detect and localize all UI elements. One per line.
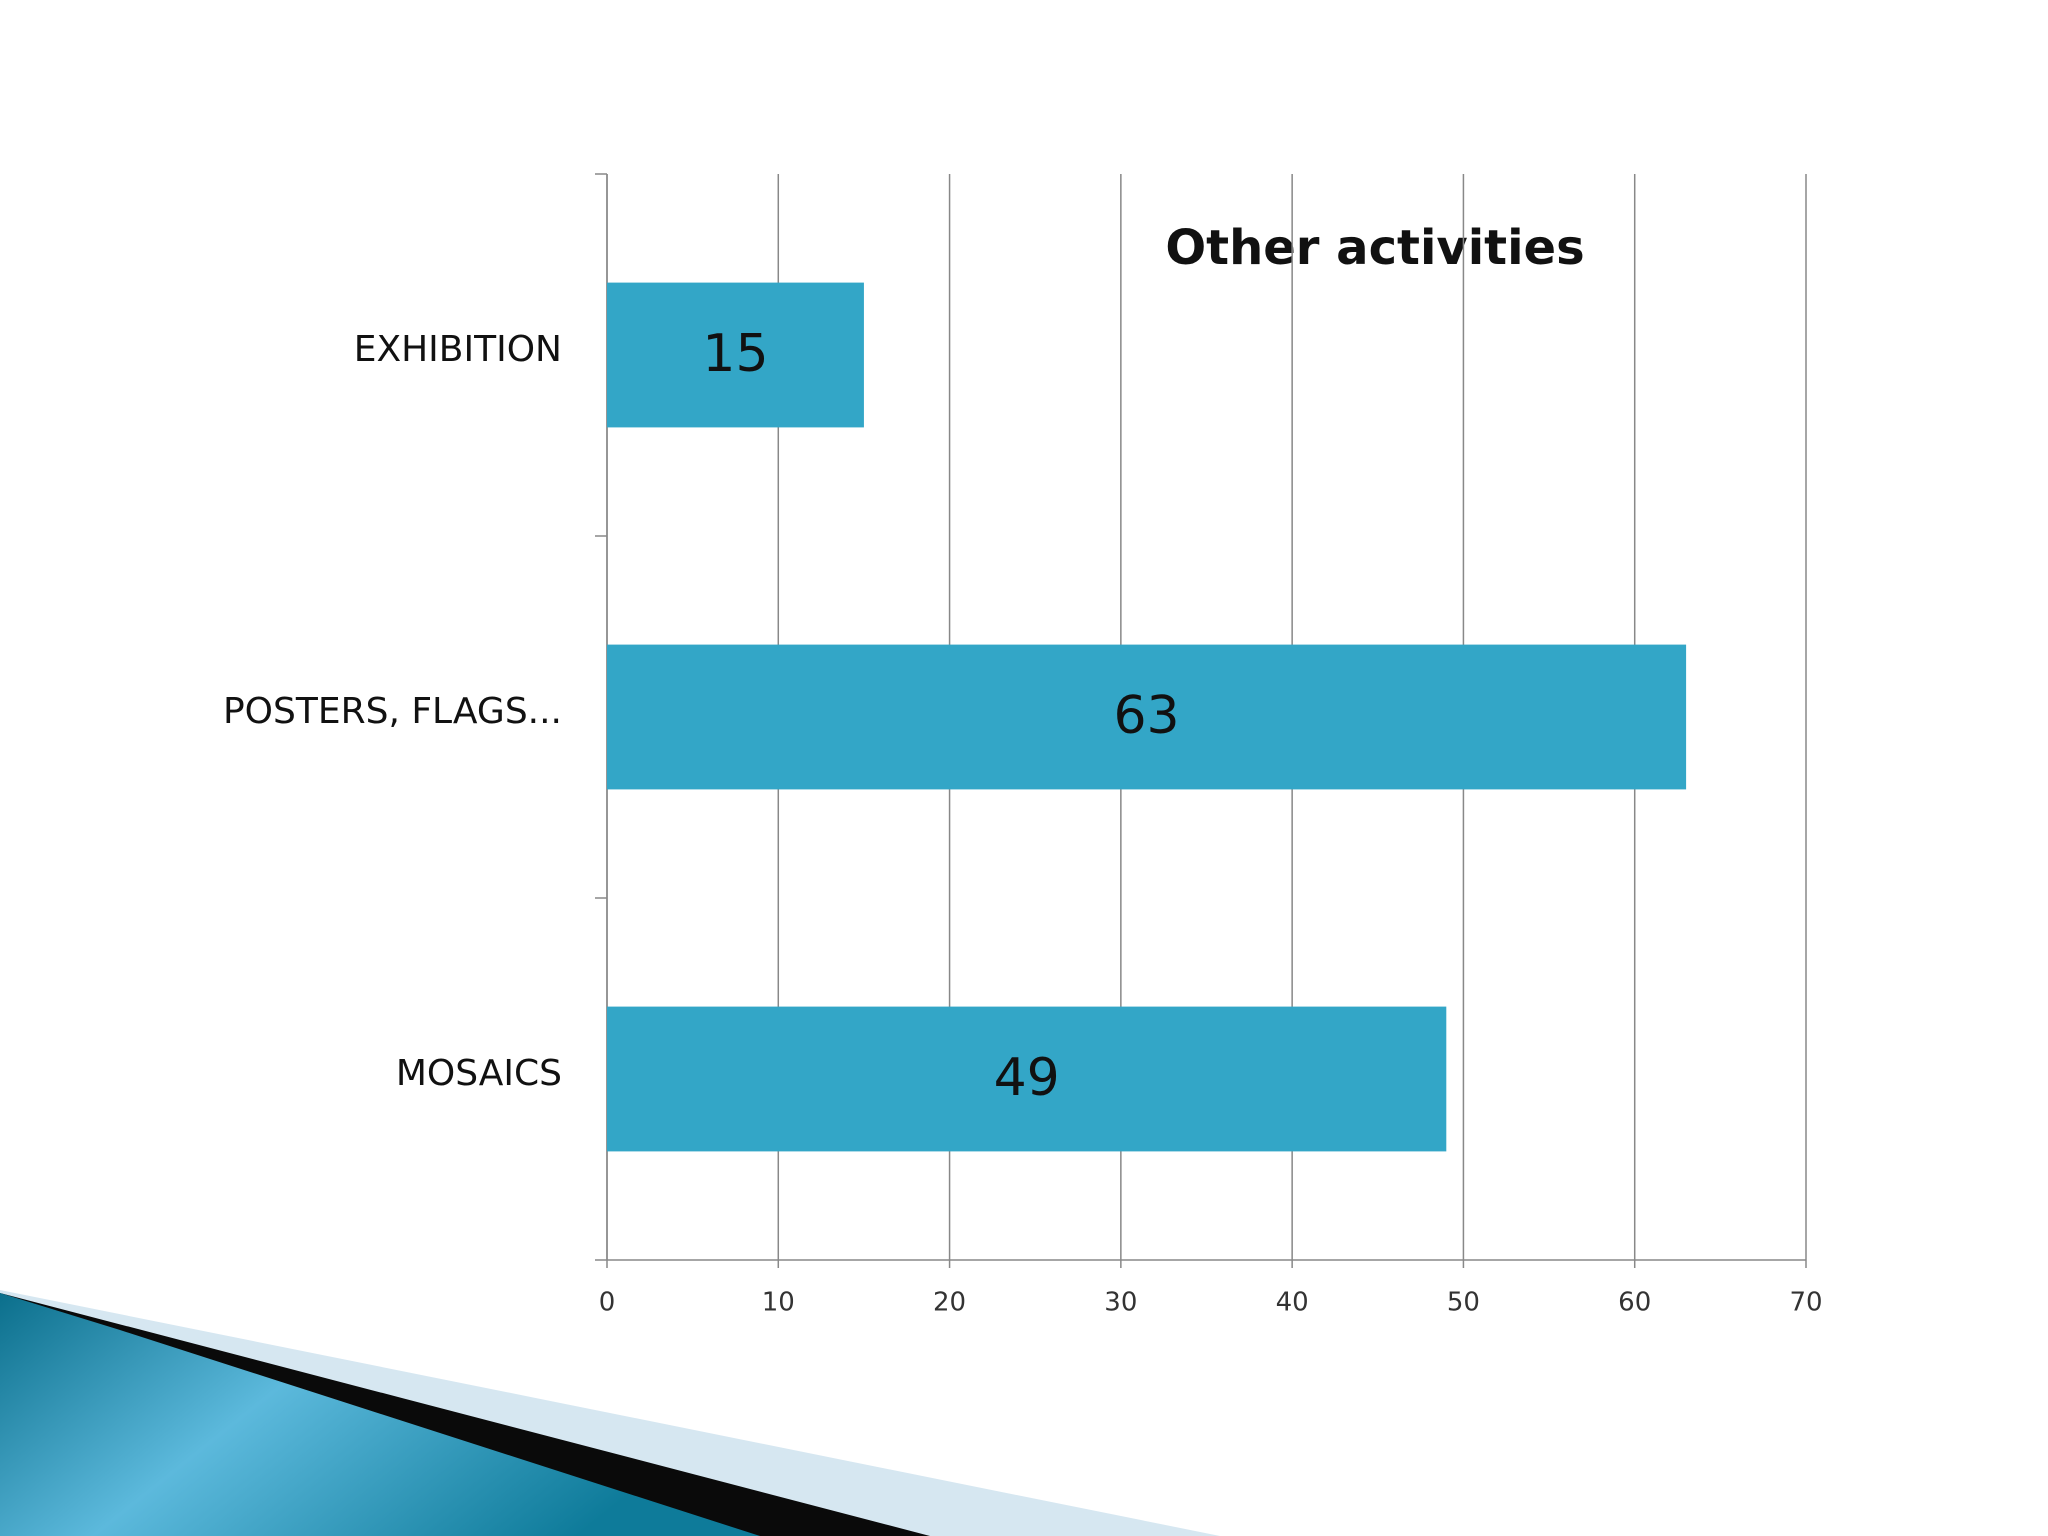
bar (607, 1006, 1447, 1152)
bar (607, 282, 864, 428)
bar (607, 644, 1687, 790)
x-tick-label: 50 (1447, 1288, 1480, 1318)
x-tick-label: 0 (599, 1288, 616, 1318)
value-label: 15 (702, 324, 768, 384)
decor-blue (0, 1293, 760, 1536)
x-tick-label: 10 (762, 1288, 795, 1318)
y-tick-label: MOSAICS (396, 1053, 562, 1094)
x-tick-label: 40 (1276, 1288, 1309, 1318)
y-tick-label: POSTERS, FLAGS... (223, 691, 562, 732)
x-tick-label: 20 (933, 1288, 966, 1318)
chart-title: Other activities (1165, 220, 1584, 276)
value-label: 63 (1113, 686, 1179, 746)
x-tick-label: 30 (1104, 1288, 1137, 1318)
y-tick-label: EXHIBITION (354, 329, 562, 370)
value-label: 49 (994, 1048, 1060, 1108)
x-tick-label: 70 (1789, 1288, 1822, 1318)
x-tick-label: 60 (1618, 1288, 1651, 1318)
